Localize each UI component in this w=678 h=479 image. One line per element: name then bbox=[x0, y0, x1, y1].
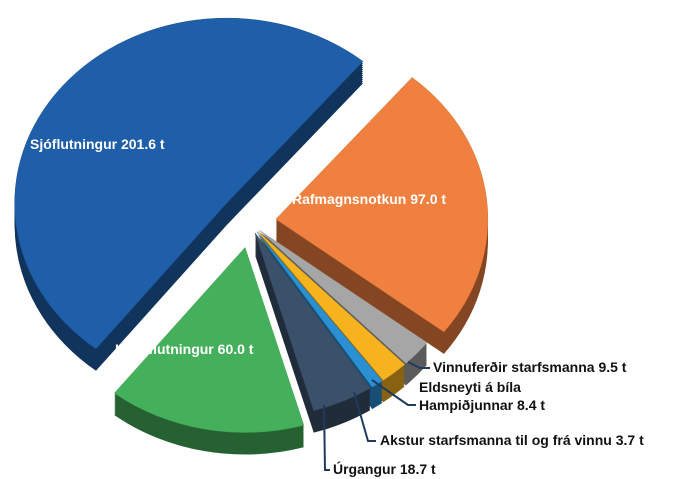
slice bbox=[258, 229, 428, 364]
leader-line bbox=[407, 361, 430, 369]
slice-label: Úrgangur 18.7 t bbox=[333, 461, 436, 477]
leader-line bbox=[371, 379, 416, 406]
slice-label: Vinnuferðir starfsmanna 9.5 t bbox=[433, 359, 627, 375]
slice bbox=[275, 77, 489, 333]
slice-label: Rafmagnsnotkun 97.0 t bbox=[292, 191, 447, 207]
slice-label: Eldsneyti á bíla Hampiðjunnar 8.4 t bbox=[419, 379, 546, 413]
leader-line bbox=[323, 404, 330, 471]
slice bbox=[257, 230, 406, 381]
leader-line bbox=[353, 391, 376, 442]
slice-label: Akstur starfsmanna til og frá vinnu 3.7 … bbox=[380, 432, 644, 448]
slice bbox=[113, 247, 305, 433]
slice-label: Landflutningur 60.0 t bbox=[115, 341, 254, 357]
slice bbox=[14, 17, 364, 350]
slices bbox=[14, 17, 489, 455]
slice bbox=[254, 232, 371, 411]
slice-label: Sjóflutningur 201.6 t bbox=[30, 136, 165, 152]
